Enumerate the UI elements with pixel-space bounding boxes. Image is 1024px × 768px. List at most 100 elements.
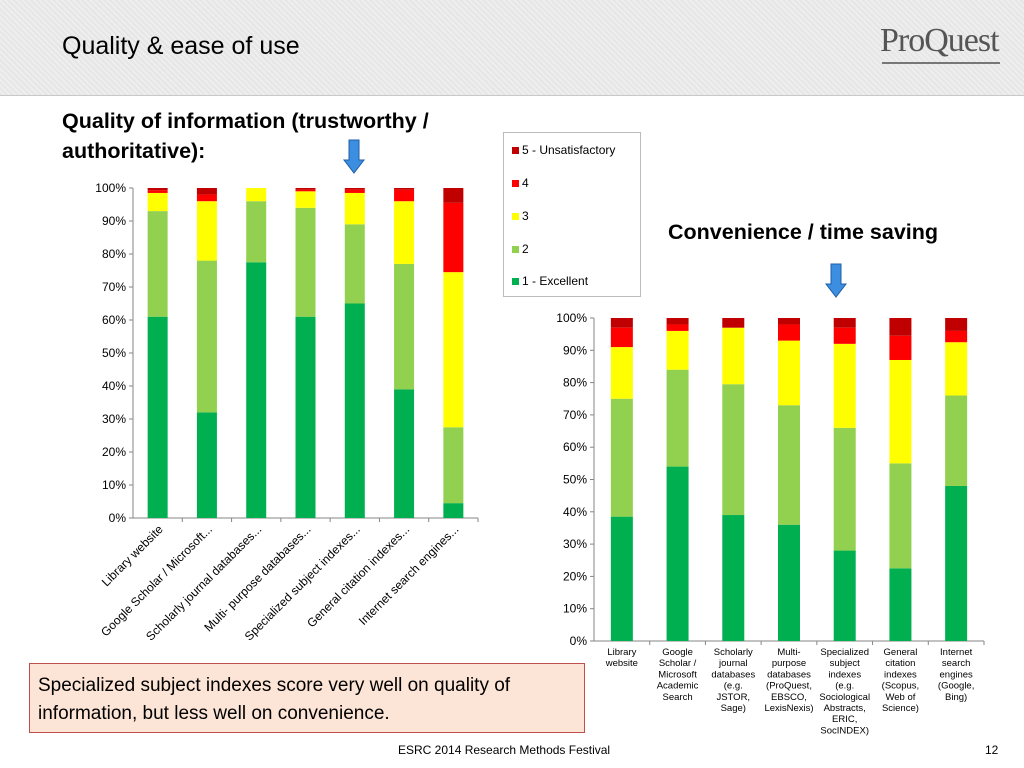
y-tick-label: 90% [563, 343, 587, 357]
bar-segment [889, 318, 912, 336]
bar-segment [394, 189, 415, 202]
y-tick-label: 50% [102, 346, 126, 360]
legend-item: 4 [512, 176, 529, 190]
bar-segment [722, 515, 745, 641]
bar-segment [945, 485, 968, 641]
bar-segment [394, 389, 415, 518]
bar-segment [889, 359, 912, 464]
bar-segment [246, 188, 267, 202]
bar-segment [666, 369, 689, 467]
bar-segment [833, 550, 856, 641]
x-tick-label: Internet search engines (Google, Bing) [938, 647, 974, 703]
bar-segment [610, 347, 633, 399]
legend-swatch-3 [512, 212, 519, 220]
down-arrow-icon [824, 263, 848, 298]
y-tick-label: 60% [563, 440, 587, 454]
bar-segment [394, 188, 415, 190]
legend-label: 5 - Unsatisfactory [522, 143, 616, 157]
bar-segment [147, 192, 168, 212]
legend-item: 2 [512, 242, 529, 256]
bar-segment [295, 316, 316, 518]
y-tick-label: 20% [563, 569, 587, 583]
bar-segment [196, 188, 217, 195]
bar-segment [666, 324, 689, 331]
bar-segment [196, 412, 217, 518]
footer-text: ESRC 2014 Research Methods Festival [398, 743, 611, 757]
legend-label: 1 - Excellent [522, 274, 589, 288]
bar-segment [344, 303, 365, 518]
y-tick-label: 40% [563, 505, 587, 519]
y-tick-label: 0% [109, 511, 127, 525]
bar-segment [945, 318, 968, 331]
bar-segment [945, 395, 968, 486]
bar-segment [196, 194, 217, 202]
y-tick-label: 30% [102, 412, 126, 426]
bar-segment [196, 260, 217, 413]
bar-segment [295, 189, 316, 192]
bar-segment [778, 340, 800, 406]
legend-item: 1 - Excellent [512, 274, 588, 288]
bar-segment [196, 201, 217, 261]
y-tick-label: 40% [102, 379, 126, 393]
y-tick-label: 20% [102, 445, 126, 459]
bar-segment [889, 335, 912, 360]
bar-segment [778, 405, 800, 525]
y-tick-label: 100% [95, 181, 126, 195]
bar-segment [889, 463, 912, 569]
bar-segment [443, 427, 464, 504]
bar-segment [394, 201, 415, 264]
bar-segment [778, 318, 800, 325]
bar-segment [722, 318, 745, 328]
chart-legend: 5 - Unsatisfactory 4 3 2 1 - Excellent [503, 132, 641, 297]
legend-swatch-5 [512, 146, 519, 154]
bar-segment [610, 318, 633, 328]
bar-segment [722, 384, 745, 516]
bar-segment [147, 316, 168, 518]
bar-segment [147, 211, 168, 317]
bar-segment [147, 190, 168, 193]
legend-label: 4 [522, 176, 529, 190]
bar-segment [295, 191, 316, 208]
y-tick-label: 60% [102, 313, 126, 327]
bar-segment [666, 318, 689, 325]
bar-segment [344, 224, 365, 304]
y-tick-label: 30% [563, 537, 587, 551]
legend-label: 3 [522, 209, 529, 223]
y-tick-label: 100% [556, 311, 587, 325]
quality-chart-title: Quality of information (trustworthy / au… [62, 109, 429, 163]
logo-underline [882, 62, 1000, 64]
bar-segment [666, 466, 689, 641]
y-tick-label: 80% [102, 247, 126, 261]
bar-segment [833, 327, 856, 344]
bar-segment [147, 188, 168, 191]
x-tick-label: Google Scholar / Microsoft Academic Search [657, 647, 699, 703]
bar-segment [833, 343, 856, 428]
y-tick-label: 70% [563, 408, 587, 422]
legend-swatch-2 [512, 245, 519, 253]
y-tick-label: 10% [563, 602, 587, 616]
bar-segment [610, 398, 633, 517]
bar-segment [945, 330, 968, 343]
legend-label: 2 [522, 242, 529, 256]
y-tick-label: 10% [102, 478, 126, 492]
bar-segment [443, 272, 464, 428]
bar-segment [344, 192, 365, 225]
x-tick-label: Scholarly journal databases (e.g. JSTOR, Sage… [711, 647, 755, 714]
slide-header [0, 0, 1024, 96]
page-number: 12 [985, 743, 999, 757]
x-tick-label: General citation indexes (Scopus, Web of Scie… [882, 647, 920, 714]
bar-segment [833, 427, 856, 551]
bar-segment [778, 324, 800, 341]
legend-item: 3 [512, 209, 529, 223]
y-tick-label: 0% [570, 634, 588, 648]
bar-segment [945, 342, 968, 396]
bar-segment [833, 318, 856, 328]
bar-segment [778, 524, 800, 641]
y-tick-label: 70% [102, 280, 126, 294]
bar-segment [246, 262, 267, 518]
bar-segment [443, 503, 464, 518]
bar-segment [610, 516, 633, 641]
x-tick-label: Multi-purpose databases (ProQuest, EBSCO, Le… [764, 647, 813, 714]
y-tick-label: 80% [563, 376, 587, 390]
